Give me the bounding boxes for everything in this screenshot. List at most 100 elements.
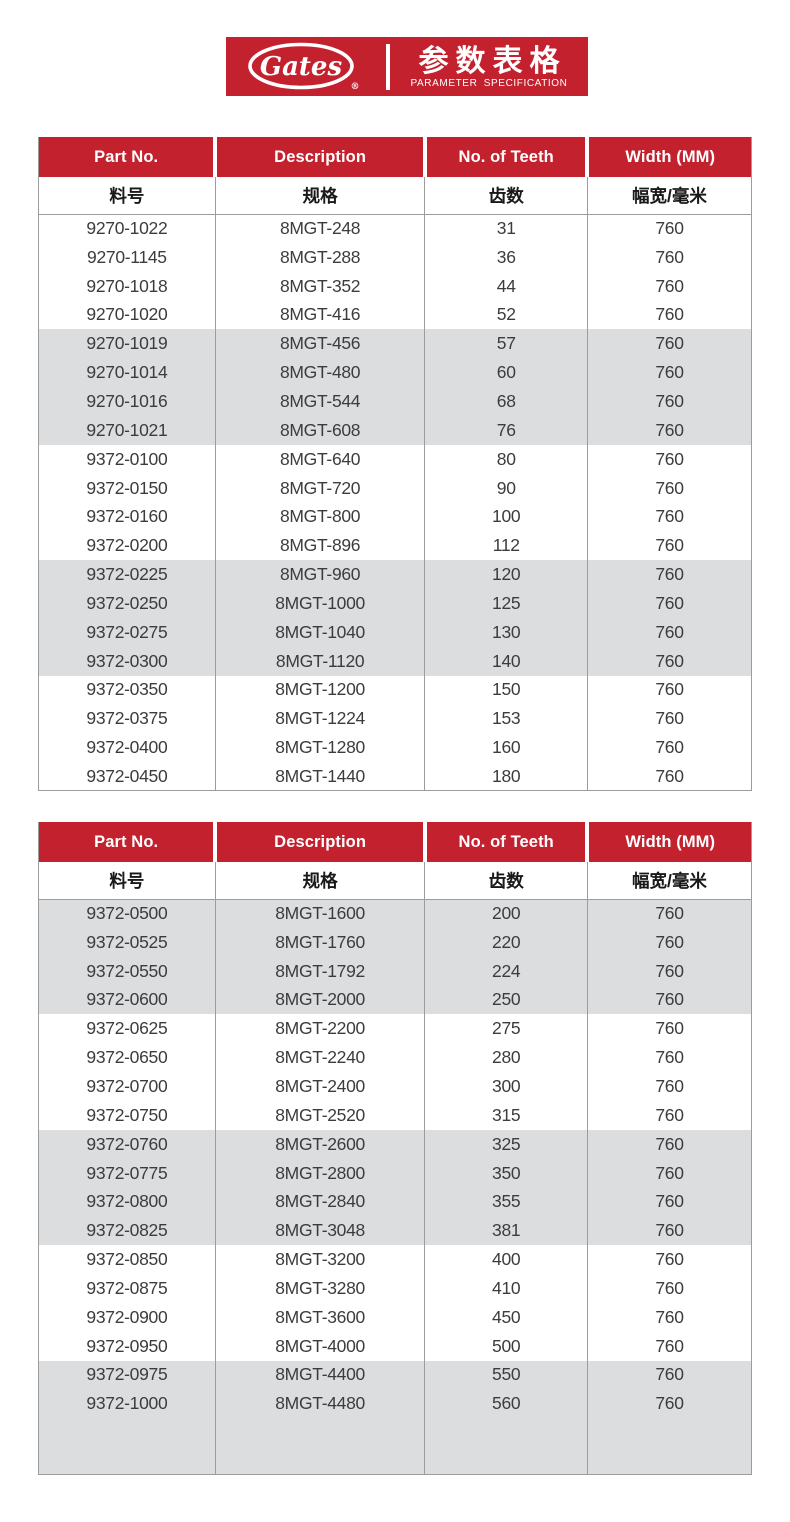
teeth-cell: 300 (424, 1072, 588, 1101)
teeth-cell: 150 (424, 675, 588, 705)
part-no-cell: 9372-0375 (38, 704, 216, 734)
part-no-cell: 9372-0625 (38, 1014, 216, 1044)
col-header-width: Width (MM) (585, 822, 752, 862)
part-no-cell: 9372-0450 (38, 762, 216, 791)
width-cell: 760 (586, 1072, 752, 1101)
width-cell: 760 (586, 617, 752, 647)
banner-title-cn: 参数表格 (418, 44, 567, 78)
width-cell: 760 (586, 358, 752, 388)
part-no-cell: 9372-0825 (38, 1216, 216, 1246)
table-row: 9372-0375 8MGT-1224 153 760 (38, 704, 752, 734)
description-cell: 8MGT-3200 (214, 1245, 425, 1274)
spec-table-2: Part No. Description No. of Teeth Width … (38, 822, 752, 1475)
description-cell: 8MGT-1600 (214, 899, 425, 928)
description-cell: 8MGT-1120 (214, 646, 425, 676)
table-row: 9372-0550 8MGT-1792 224 760 (38, 956, 752, 986)
teeth-cell: 120 (424, 560, 588, 589)
part-no-cell: 9270-1018 (38, 271, 216, 301)
width-cell: 760 (586, 1187, 752, 1217)
table-row: 9372-0250 8MGT-1000 125 760 (38, 588, 752, 618)
teeth-cell: 180 (424, 762, 588, 791)
description-cell: 8MGT-1040 (214, 617, 425, 647)
description-cell: 8MGT-896 (214, 531, 425, 561)
part-no-cell: 9372-0160 (38, 502, 216, 532)
table-row: 9372-0700 8MGT-2400 300 760 (38, 1072, 752, 1101)
description-cell: 8MGT-2600 (214, 1129, 425, 1159)
width-cell: 760 (586, 531, 752, 561)
description-cell: 8MGT-1200 (214, 675, 425, 705)
col-header-part-no: Part No. (38, 822, 216, 862)
teeth-cell: 160 (424, 733, 588, 763)
description-cell: 8MGT-608 (214, 415, 425, 445)
part-no-cell: 9270-1016 (38, 387, 216, 416)
col-header-teeth-cn: 齿数 (424, 177, 588, 215)
table-row: 9270-1020 8MGT-416 52 760 (38, 300, 752, 330)
part-no-cell: 9270-1145 (38, 242, 216, 272)
banner-divider (386, 43, 390, 90)
part-no-cell: 9372-0350 (38, 675, 216, 705)
width-cell: 760 (586, 956, 752, 986)
description-cell: 8MGT-288 (214, 242, 425, 272)
teeth-cell: 60 (424, 358, 588, 388)
teeth-cell: 80 (424, 444, 588, 474)
teeth-cell: 355 (424, 1187, 588, 1217)
header-banner: Gates ® 参数表格 PARAMETER SPECIFICATION (226, 37, 588, 96)
part-no-cell: 9372-0200 (38, 531, 216, 561)
teeth-cell: 220 (424, 927, 588, 957)
description-cell: 8MGT-1000 (214, 588, 425, 618)
table-row: 9372-0625 8MGT-2200 275 760 (38, 1014, 752, 1044)
width-cell: 760 (586, 899, 752, 928)
width-cell: 760 (586, 1158, 752, 1188)
part-no-cell: 9372-0950 (38, 1331, 216, 1361)
banner-title-en: PARAMETER SPECIFICATION (410, 77, 568, 89)
description-cell: 8MGT-2520 (214, 1100, 425, 1130)
part-no-cell: 9372-0275 (38, 617, 216, 647)
table-row: 9372-0350 8MGT-1200 150 760 (38, 675, 752, 705)
teeth-cell: 410 (424, 1273, 588, 1303)
part-no-cell: 9372-0600 (38, 985, 216, 1015)
teeth-cell: 315 (424, 1100, 588, 1130)
width-cell: 760 (586, 1273, 752, 1303)
width-cell: 760 (586, 1389, 752, 1419)
table-row: 9270-1018 8MGT-352 44 760 (38, 271, 752, 301)
table-row: 9270-1145 8MGT-288 36 760 (38, 242, 752, 272)
description-cell: 8MGT-480 (214, 358, 425, 388)
gates-logo-text: Gates (260, 52, 343, 82)
table-row: 9372-0900 8MGT-3600 450 760 (38, 1302, 752, 1332)
width-cell: 760 (586, 985, 752, 1015)
width-cell: 760 (586, 1360, 752, 1390)
description-cell: 8MGT-2840 (214, 1187, 425, 1217)
table-row: 9372-0600 8MGT-2000 250 760 (38, 985, 752, 1015)
width-cell: 760 (586, 762, 752, 791)
col-header-description: Description (213, 137, 425, 177)
table-row: 9372-0950 8MGT-4000 500 760 (38, 1331, 752, 1361)
width-cell: 760 (586, 1302, 752, 1332)
description-cell: 8MGT-4400 (214, 1360, 425, 1390)
description-cell: 8MGT-416 (214, 300, 425, 330)
col-header-width: Width (MM) (585, 137, 752, 177)
teeth-cell: 112 (424, 531, 588, 561)
col-header-part-no: Part No. (38, 137, 216, 177)
teeth-cell: 224 (424, 956, 588, 986)
teeth-cell: 381 (424, 1216, 588, 1246)
filler-cell (424, 1418, 588, 1475)
table-filler-row (38, 1418, 752, 1475)
description-cell: 8MGT-2200 (214, 1014, 425, 1044)
table-row: 9372-0150 8MGT-720 90 760 (38, 473, 752, 503)
width-cell: 760 (586, 271, 752, 301)
teeth-cell: 400 (424, 1245, 588, 1274)
spec-table-1: Part No. Description No. of Teeth Width … (38, 137, 752, 792)
teeth-cell: 560 (424, 1389, 588, 1419)
teeth-cell: 130 (424, 617, 588, 647)
width-cell: 760 (586, 1100, 752, 1130)
registered-mark: ® (351, 82, 360, 92)
width-cell: 760 (586, 329, 752, 359)
part-no-cell: 9372-0700 (38, 1072, 216, 1101)
table-row: 9372-0400 8MGT-1280 160 760 (38, 733, 752, 763)
width-cell: 760 (586, 387, 752, 416)
table-row: 9372-0850 8MGT-3200 400 760 (38, 1245, 752, 1274)
table-row: 9372-0825 8MGT-3048 381 760 (38, 1216, 752, 1246)
width-cell: 760 (586, 473, 752, 503)
description-cell: 8MGT-800 (214, 502, 425, 532)
col-header-description-cn: 规格 (214, 862, 425, 900)
